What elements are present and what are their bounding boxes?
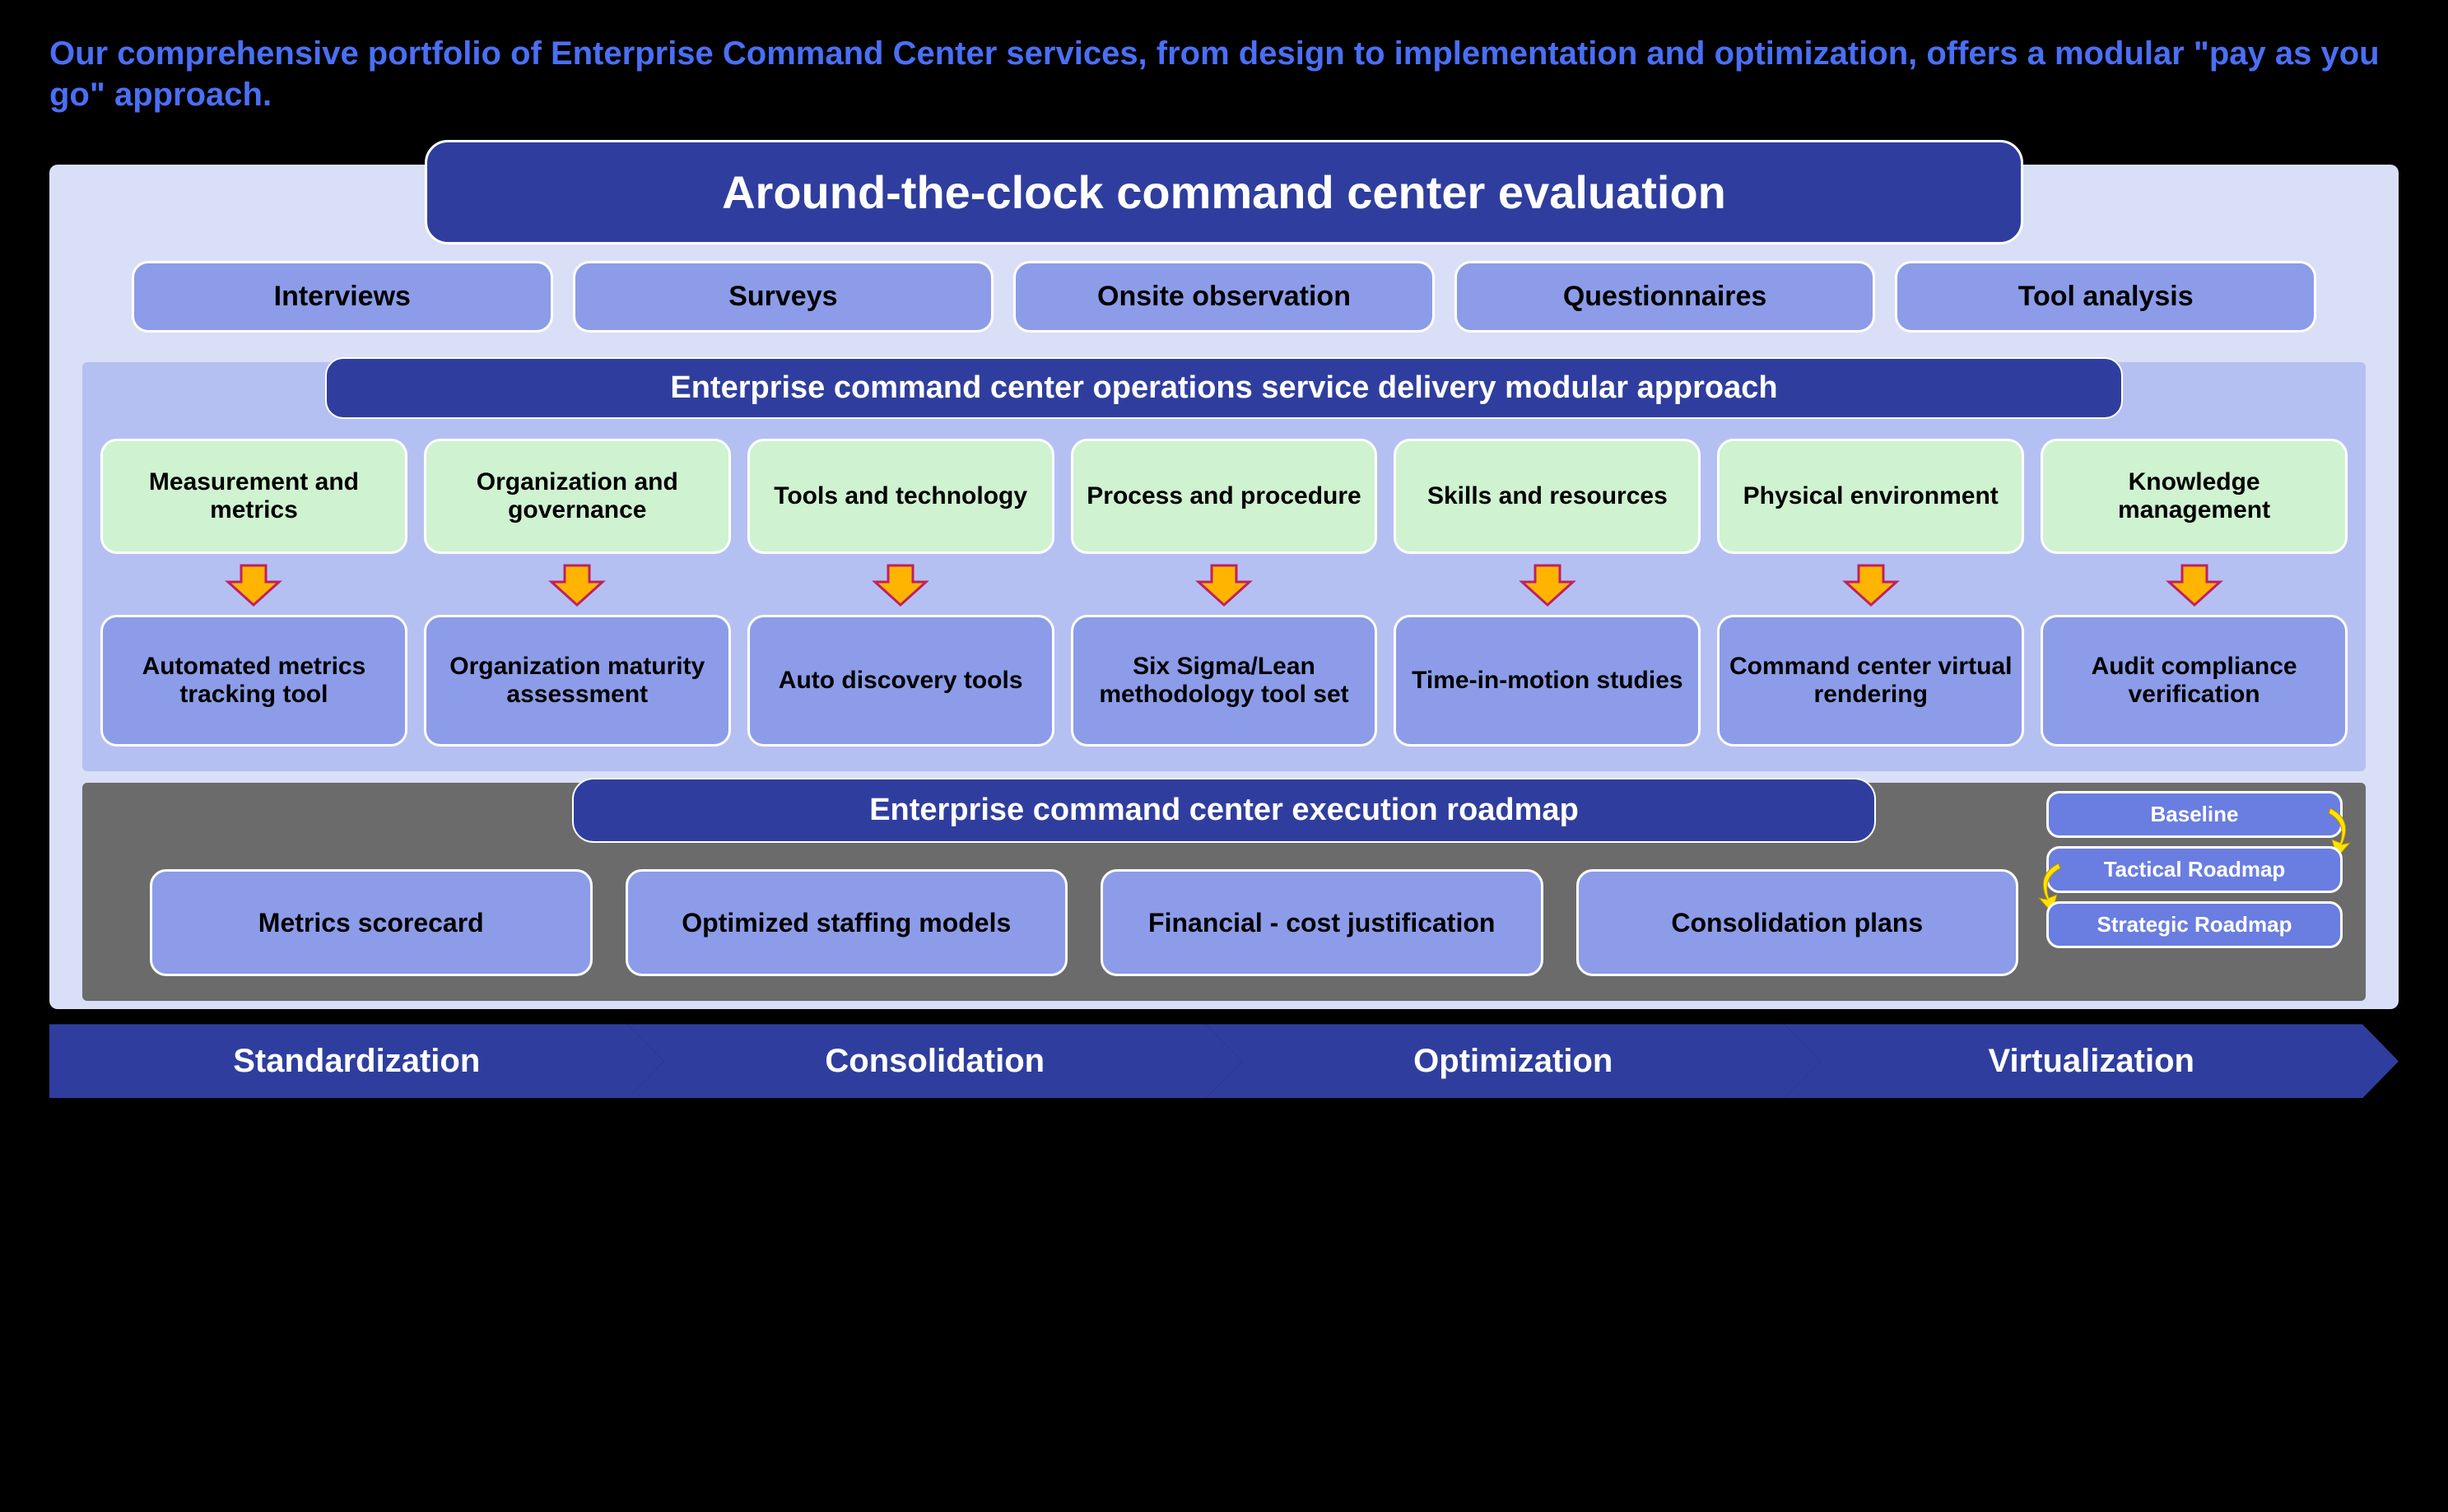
method-questionnaires: Questionnaires	[1454, 261, 1876, 333]
method-onsite: Onsite observation	[1013, 261, 1435, 333]
chevron-consolidation: Consolidation	[628, 1024, 1243, 1098]
method-tool-analysis: Tool analysis	[1895, 261, 2316, 333]
arrow-down-icon	[2166, 562, 2223, 608]
modular-banner: Enterprise command center operations ser…	[325, 357, 2123, 419]
method-interviews: Interviews	[132, 261, 553, 333]
blue-card: Time-in-motion studies	[1394, 615, 1701, 747]
blue-card: Organization maturity assessment	[424, 615, 731, 747]
column-tools: Tools and technology Auto discovery tool…	[747, 439, 1054, 747]
blue-card: Audit compliance verification	[2041, 615, 2348, 747]
stack-label: Strategic Roadmap	[2097, 912, 2292, 937]
stack-baseline: Baseline	[2046, 791, 2343, 838]
roadmap-card-metrics: Metrics scorecard	[150, 869, 593, 976]
chevron-bar: Standardization Consolidation Optimizati…	[49, 1024, 2399, 1098]
green-card: Skills and resources	[1394, 439, 1701, 554]
diagram-stage: Around-the-clock command center evaluati…	[49, 165, 2399, 1098]
roadmap-cards-row: Metrics scorecard Optimized staffing mod…	[100, 869, 2348, 976]
green-card: Process and procedure	[1071, 439, 1378, 554]
main-banner: Around-the-clock command center evaluati…	[425, 140, 2023, 244]
arrow-down-icon	[1519, 562, 1576, 608]
roadmap-panel: Enterprise command center execution road…	[82, 783, 2366, 1001]
method-surveys: Surveys	[573, 261, 994, 333]
green-card: Physical environment	[1717, 439, 2024, 554]
stack-label: Baseline	[2151, 802, 2239, 826]
stack-tactical: Tactical Roadmap	[2046, 846, 2343, 893]
modular-panel: Enterprise command center operations ser…	[82, 362, 2366, 771]
roadmap-banner: Enterprise command center execution road…	[572, 778, 1875, 843]
green-card: Measurement and metrics	[100, 439, 407, 554]
methods-row: Interviews Surveys Onsite observation Qu…	[82, 261, 2366, 333]
column-organization: Organization and governance Organization…	[424, 439, 731, 747]
backdrop-panel: Around-the-clock command center evaluati…	[49, 165, 2399, 1009]
roadmap-card-financial: Financial - cost justification	[1101, 869, 1543, 976]
green-card: Organization and governance	[424, 439, 731, 554]
green-card: Tools and technology	[747, 439, 1054, 554]
blue-card: Automated metrics tracking tool	[100, 615, 407, 747]
stack-label: Tactical Roadmap	[2104, 857, 2286, 882]
blue-card: Auto discovery tools	[747, 615, 1054, 747]
blue-card: Command center virtual rendering	[1717, 615, 2024, 747]
chevron-virtualization: Virtualization	[1785, 1024, 2399, 1098]
column-skills: Skills and resources Time-in-motion stud…	[1394, 439, 1701, 747]
arrow-down-icon	[872, 562, 929, 608]
column-process: Process and procedure Six Sigma/Lean met…	[1071, 439, 1378, 747]
columns-row: Measurement and metrics Automated metric…	[100, 439, 2348, 747]
arrow-down-icon	[1842, 562, 1900, 608]
chevron-optimization: Optimization	[1206, 1024, 1821, 1098]
green-card: Knowledge management	[2041, 439, 2348, 554]
column-measurement: Measurement and metrics Automated metric…	[100, 439, 407, 747]
roadmap-card-consolidation: Consolidation plans	[1576, 869, 2019, 976]
intro-text: Our comprehensive portfolio of Enterpris…	[0, 0, 2448, 140]
stack-strategic: Strategic Roadmap	[2046, 901, 2343, 948]
arrow-down-icon	[548, 562, 606, 608]
arrow-down-icon	[225, 562, 282, 608]
column-knowledge: Knowledge management Audit compliance ve…	[2041, 439, 2348, 747]
chevron-standardization: Standardization	[49, 1024, 664, 1098]
roadmap-stack: Baseline Tactical Roadmap Strategic Road…	[2046, 791, 2343, 948]
column-physical: Physical environment Command center virt…	[1717, 439, 2024, 747]
arrow-down-icon	[1195, 562, 1253, 608]
blue-card: Six Sigma/Lean methodology tool set	[1071, 615, 1378, 747]
roadmap-card-staffing: Optimized staffing models	[626, 869, 1068, 976]
